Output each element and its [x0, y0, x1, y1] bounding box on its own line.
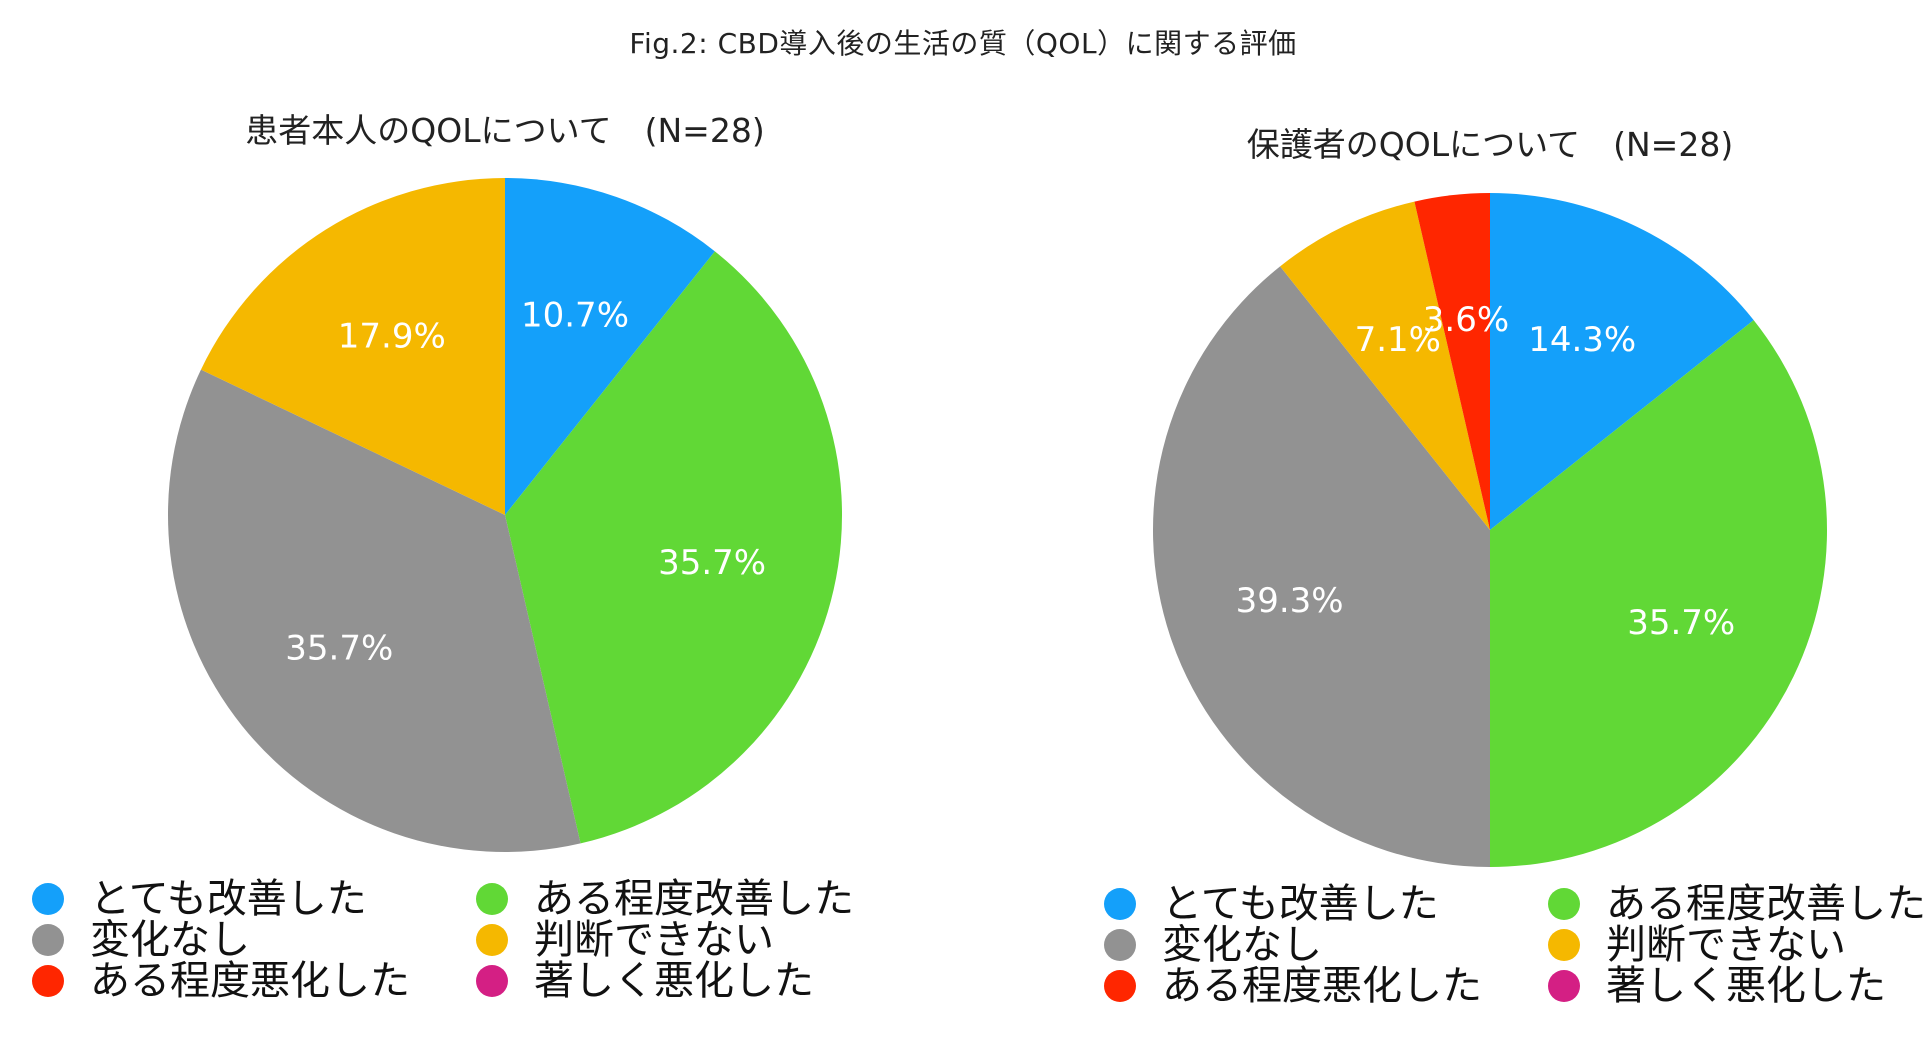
legend-label: ある程度改善した: [1606, 881, 1926, 927]
pie-slice: [167, 369, 581, 853]
slice-value-label: 35.7%: [285, 629, 393, 669]
legend-marker: [1104, 970, 1136, 1002]
pie-slice: [1490, 320, 1828, 867]
slice-value-label: 3.6%: [1423, 300, 1509, 340]
legend-marker: [1548, 888, 1580, 920]
legend-marker: [476, 883, 508, 915]
chart-title: 患者本人のQOLについて (N=28): [245, 111, 764, 150]
figure-title: Fig.2: CBD導入後の生活の質（QOL）に関する評価: [629, 27, 1297, 60]
legend-label: とても改善した: [1162, 881, 1439, 927]
pie-slice: [1280, 201, 1490, 530]
pie-slice: [1414, 193, 1490, 530]
legend-label: 判断できない: [1606, 922, 1846, 968]
legend-label: 著しく悪化した: [1606, 963, 1886, 1009]
slice-value-label: 14.3%: [1528, 320, 1636, 360]
legend-label: 変化なし: [90, 917, 250, 963]
legend-label: 判断できない: [534, 917, 774, 963]
legend-marker: [1104, 929, 1136, 961]
legend-label: 変化なし: [1162, 922, 1322, 968]
legend-marker: [32, 924, 64, 956]
pie-slice: [1152, 266, 1490, 868]
legend-marker: [476, 965, 508, 997]
slice-value-label: 10.7%: [521, 296, 629, 336]
legend-marker: [1548, 970, 1580, 1002]
pie-slice: [505, 178, 715, 515]
legend-marker: [1548, 929, 1580, 961]
legend-marker: [32, 883, 64, 915]
legend-marker: [1104, 888, 1136, 920]
legend-marker: [476, 924, 508, 956]
legend-marker: [32, 965, 64, 997]
slice-value-label: 17.9%: [338, 316, 446, 356]
pie-slice: [505, 251, 843, 844]
slice-value-label: 35.7%: [658, 543, 766, 583]
slice-value-label: 7.1%: [1355, 320, 1441, 360]
legend-label: ある程度悪化した: [90, 958, 410, 1004]
legend-label: 著しく悪化した: [534, 958, 814, 1004]
slice-value-label: 35.7%: [1627, 603, 1735, 643]
legend-label: とても改善した: [90, 876, 367, 922]
pie-slice: [200, 178, 506, 515]
legend-label: ある程度改善した: [534, 876, 854, 922]
legend-label: ある程度悪化した: [1162, 963, 1482, 1009]
chart-title: 保護者のQOLについて (N=28): [1247, 125, 1733, 164]
pie-slice: [1490, 193, 1754, 530]
slice-value-label: 39.3%: [1236, 581, 1344, 621]
